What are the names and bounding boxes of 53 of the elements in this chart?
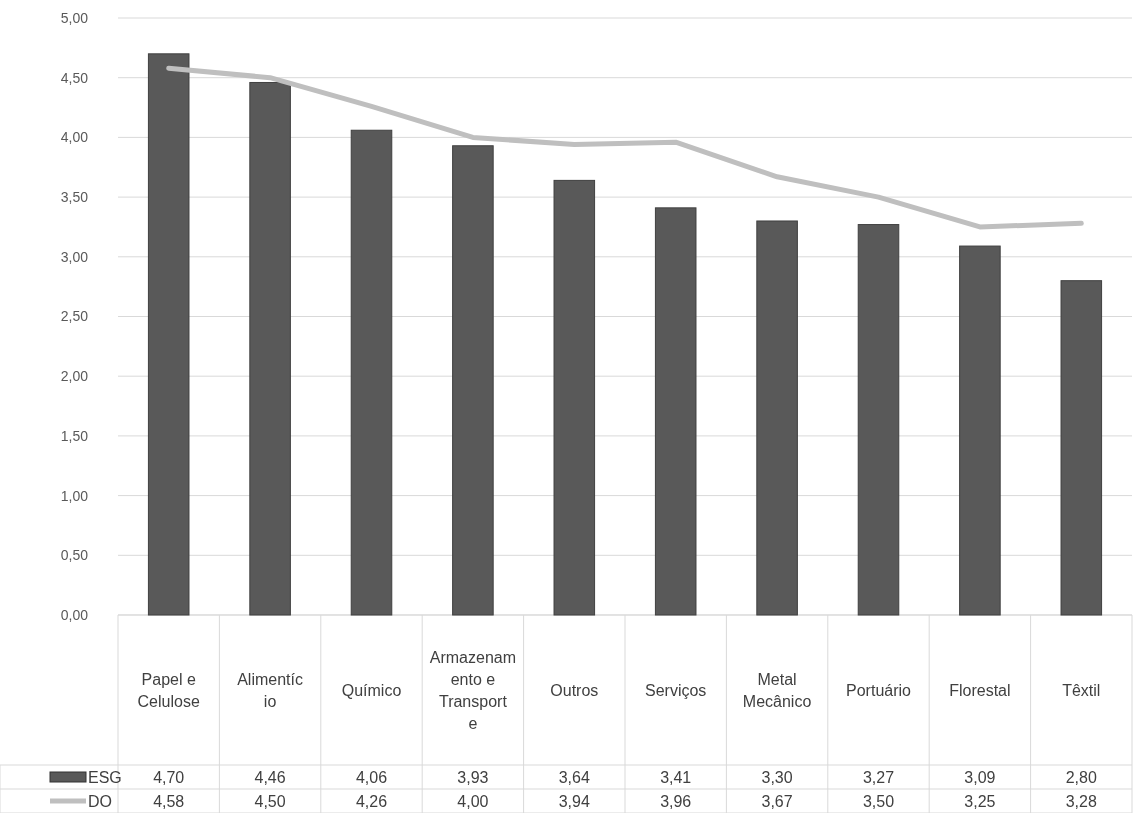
data-label: 3,64 (558, 768, 590, 786)
x-tick-label: Têxtil (1062, 681, 1101, 699)
data-label: 2,80 (1065, 768, 1097, 786)
legend-label: DO (88, 792, 112, 810)
data-label: 4,46 (254, 768, 286, 786)
bar (147, 53, 190, 616)
data-label: 3,67 (761, 792, 793, 810)
y-tick-label: 4,50 (60, 69, 89, 86)
data-label: 3,28 (1065, 792, 1097, 810)
bar (350, 129, 393, 616)
y-tick-label: 5,00 (60, 9, 89, 26)
legend-label: ESG (88, 768, 122, 786)
bar (654, 207, 697, 616)
y-tick-label: 2,00 (60, 368, 89, 385)
x-tick-label: Armazenamento e Transporte (429, 648, 517, 732)
bar (452, 145, 494, 616)
x-tick-label: Portuário (846, 681, 912, 699)
x-tick-label: Papel e Celulose (137, 670, 200, 710)
y-tick-label: 1,50 (60, 427, 89, 444)
data-label: 3,27 (862, 768, 895, 786)
x-tick-label: Outros (550, 681, 599, 699)
bar (756, 220, 798, 616)
data-label: 4,70 (153, 768, 185, 786)
y-tick-label: 1,00 (60, 487, 89, 504)
x-tick-label: Químico (341, 681, 402, 699)
data-label: 3,30 (761, 768, 793, 786)
y-tick-label: 0,00 (60, 606, 89, 623)
bar (959, 245, 1001, 616)
data-label: 3,93 (457, 768, 489, 786)
y-tick-label: 0,50 (60, 547, 89, 564)
data-label: 3,09 (964, 768, 996, 786)
x-tick-label: Alimentício (237, 670, 303, 710)
bar (249, 81, 291, 616)
x-tick-label: Serviços (645, 681, 707, 699)
bar (553, 179, 596, 616)
data-label: 4,26 (355, 792, 388, 810)
data-label: 4,50 (254, 792, 286, 810)
data-label: 4,00 (457, 792, 489, 810)
bar (857, 224, 900, 616)
data-label: 3,25 (964, 792, 996, 810)
data-label: 3,41 (660, 768, 692, 786)
data-label: 3,96 (660, 792, 692, 810)
data-label: 4,06 (355, 768, 388, 786)
x-tick-label: Metal Mecânico (742, 670, 812, 710)
y-tick-label: 3,50 (60, 189, 89, 205)
x-tick-label: Florestal (949, 681, 1011, 699)
data-label: 4,58 (153, 792, 185, 810)
bar (1060, 280, 1103, 616)
y-tick-label: 4,00 (60, 129, 89, 146)
data-label: 3,50 (862, 792, 895, 810)
data-label: 3,94 (558, 792, 590, 810)
y-tick-label: 2,50 (60, 308, 89, 325)
y-tick-label: 3,00 (60, 248, 89, 265)
